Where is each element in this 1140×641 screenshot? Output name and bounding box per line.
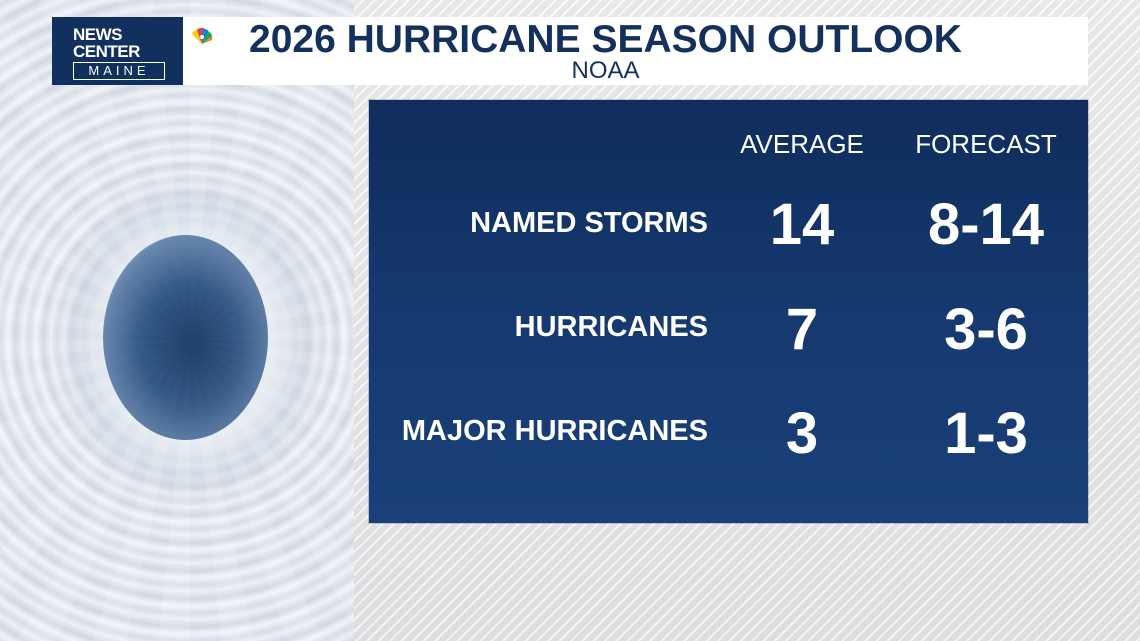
header-bar: [52, 17, 1088, 85]
value-average-major-hurricanes: 3: [785, 401, 819, 466]
logo-text-center: CENTER: [73, 42, 140, 61]
row-label-named-storms: NAMED STORMS: [470, 207, 708, 239]
value-average-named-storms: 14: [769, 192, 835, 257]
value-forecast-major-hurricanes: 1-3: [944, 401, 1028, 466]
page-title: 2026 HURRICANE SEASON OUTLOOK: [249, 18, 962, 61]
value-forecast-named-storms: 8-14: [927, 192, 1045, 257]
peacock-icon: [192, 27, 213, 44]
row-label-major-hurricanes: MAJOR HURRICANES: [401, 415, 708, 447]
outlook-panel: [369, 100, 1088, 523]
page-subtitle: NOAA: [571, 57, 640, 84]
station-logo: NEWS CENTER MAINE: [52, 17, 213, 85]
value-forecast-hurricanes: 3-6: [944, 297, 1028, 362]
hurricane-satellite-image: [0, 0, 354, 641]
column-header-average: AVERAGE: [740, 129, 864, 159]
hurricane-eye: [103, 235, 268, 440]
value-average-hurricanes: 7: [785, 297, 819, 362]
logo-text-maine: MAINE: [73, 62, 165, 80]
column-header-forecast: FORECAST: [915, 129, 1057, 159]
row-label-hurricanes: HURRICANES: [514, 311, 708, 343]
logo-text-news: NEWS: [73, 25, 123, 44]
